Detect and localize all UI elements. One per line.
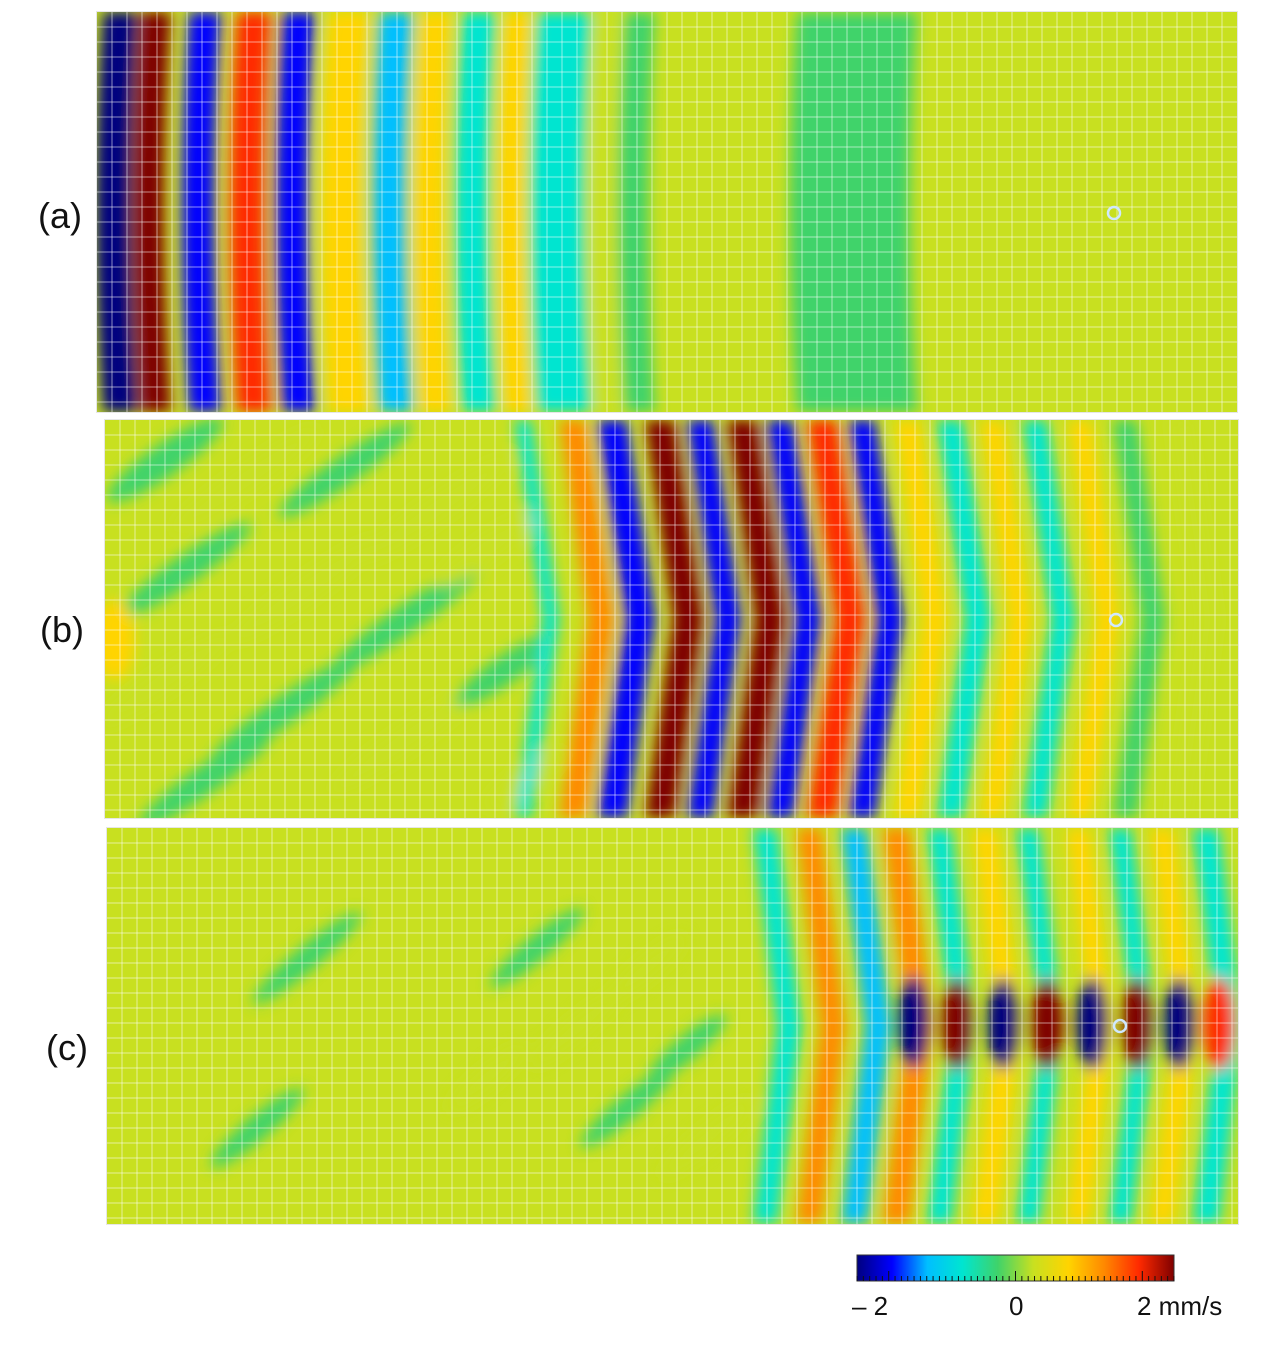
wave-band xyxy=(727,420,785,818)
wave-band xyxy=(560,420,614,818)
wave-core xyxy=(1203,978,1235,1070)
wave-core xyxy=(1121,978,1153,1070)
wave-band xyxy=(1169,420,1219,818)
colorbar-tick-label-2: 2 mm/s xyxy=(1137,1291,1223,1321)
wave-core xyxy=(897,976,929,1068)
panel-c-label: (c) xyxy=(46,1027,88,1068)
panel-c-canvas xyxy=(107,828,1238,1224)
source-marker xyxy=(1106,205,1122,221)
grid-lines xyxy=(107,828,1238,1224)
wave-band xyxy=(895,420,947,818)
colorbar-tick-label-neg2: – 2 xyxy=(852,1291,889,1321)
panel-b-heatmap xyxy=(105,420,1238,818)
noise-streak xyxy=(230,537,380,643)
colorbar-canvas xyxy=(856,1254,1175,1282)
panel-b-label: (b) xyxy=(40,609,84,650)
panel-a-heatmap xyxy=(97,12,1237,412)
colorbar-ticks xyxy=(856,1271,1175,1281)
wave-band xyxy=(841,828,891,1224)
colorbar xyxy=(856,1254,1175,1282)
wave-band xyxy=(597,420,655,818)
wave-core xyxy=(987,978,1019,1070)
source-marker xyxy=(1112,1018,1128,1034)
wave-core xyxy=(1031,978,1063,1070)
wave-band xyxy=(981,420,1031,818)
colorbar-tick-label-0: 0 xyxy=(1009,1291,1024,1321)
wave-band xyxy=(937,420,991,818)
wave-core xyxy=(1163,978,1195,1070)
panel-b-canvas xyxy=(105,420,1238,818)
wave-core xyxy=(941,978,973,1070)
wave-band xyxy=(849,420,903,818)
wave-band xyxy=(807,420,865,818)
wave-band xyxy=(687,420,741,818)
grid-lines xyxy=(105,420,1238,818)
wave-band xyxy=(753,828,801,1224)
panel-a-label: (a) xyxy=(38,195,82,236)
wave-band xyxy=(515,420,559,818)
grid-lines xyxy=(97,12,1237,412)
noise-streak xyxy=(252,912,362,1004)
source-marker xyxy=(1108,612,1124,628)
wave-band xyxy=(797,828,845,1224)
panel-a-canvas xyxy=(97,12,1237,412)
wave-core xyxy=(1076,978,1108,1070)
wave-band xyxy=(1193,828,1238,1224)
panel-c-heatmap xyxy=(107,828,1238,1224)
